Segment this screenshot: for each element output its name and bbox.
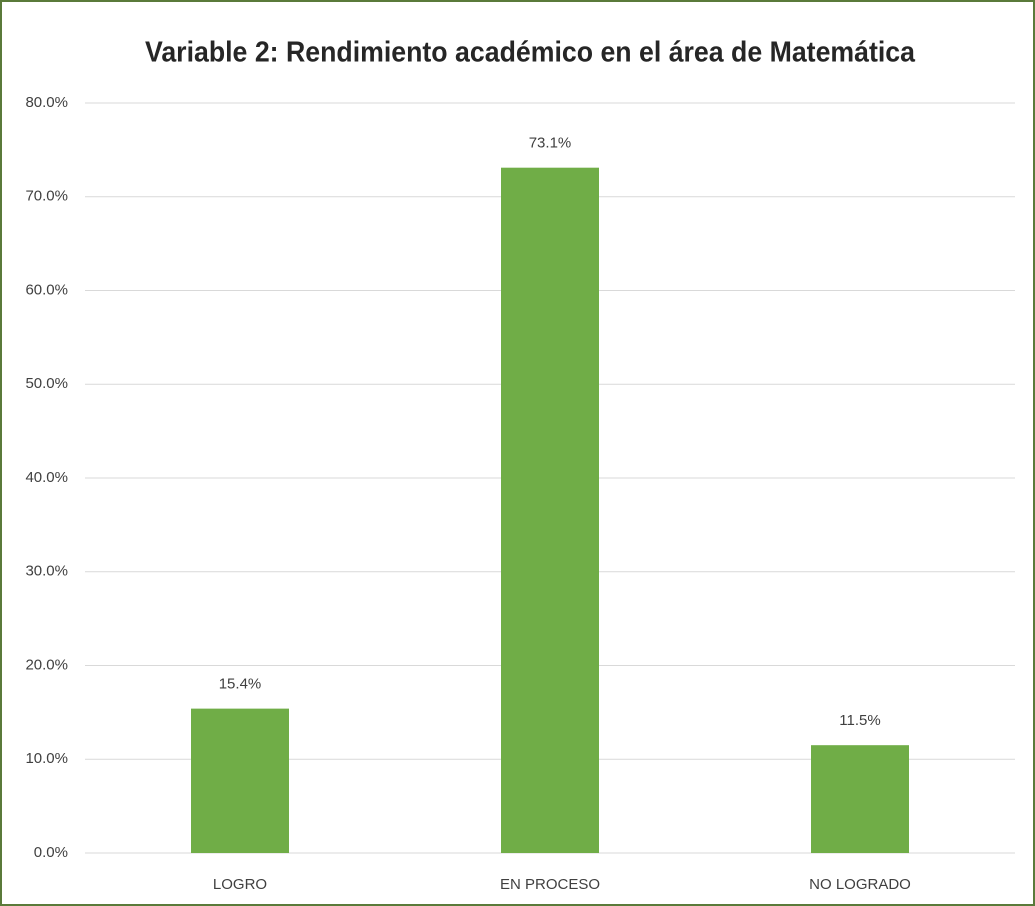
bar <box>501 167 599 853</box>
bar <box>191 708 289 853</box>
chart-title: Variable 2: Rendimiento académico en el … <box>145 37 916 69</box>
y-tick-label: 20.0% <box>25 656 68 673</box>
data-label: 15.4% <box>219 676 262 693</box>
y-tick-label: 60.0% <box>25 281 68 298</box>
bar <box>811 745 909 853</box>
y-tick-label: 40.0% <box>25 469 68 486</box>
data-label: 73.1% <box>529 135 572 152</box>
data-label: 11.5% <box>839 712 880 729</box>
y-tick-label: 0.0% <box>34 844 68 861</box>
x-tick-label: LOGRO <box>213 876 267 893</box>
x-tick-label: NO LOGRADO <box>809 876 911 893</box>
y-tick-label: 30.0% <box>25 563 68 580</box>
y-tick-label: 50.0% <box>25 375 68 392</box>
y-tick-label: 10.0% <box>25 750 68 767</box>
y-tick-label: 80.0% <box>25 94 68 111</box>
x-tick-label: EN PROCESO <box>500 876 600 893</box>
y-tick-label: 70.0% <box>25 188 68 205</box>
